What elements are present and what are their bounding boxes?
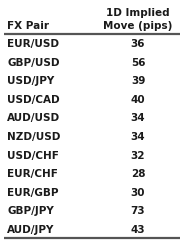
Text: EUR/GBP: EUR/GBP	[7, 188, 59, 198]
Text: USD/CAD: USD/CAD	[7, 95, 60, 105]
Text: USD/JPY: USD/JPY	[7, 76, 55, 86]
Text: 56: 56	[131, 58, 145, 68]
Text: EUR/CHF: EUR/CHF	[7, 169, 58, 179]
Text: GBP/JPY: GBP/JPY	[7, 206, 54, 216]
Text: 34: 34	[131, 114, 145, 124]
Text: NZD/USD: NZD/USD	[7, 132, 61, 142]
Text: AUD/USD: AUD/USD	[7, 114, 61, 124]
Text: 28: 28	[131, 169, 145, 179]
Text: 40: 40	[131, 95, 145, 105]
Text: 39: 39	[131, 76, 145, 86]
Text: USD/CHF: USD/CHF	[7, 151, 59, 161]
Text: GBP/USD: GBP/USD	[7, 58, 60, 68]
Text: 34: 34	[131, 132, 145, 142]
Text: 30: 30	[131, 188, 145, 198]
Text: AUD/JPY: AUD/JPY	[7, 225, 55, 235]
Text: EUR/USD: EUR/USD	[7, 39, 59, 49]
Text: 73: 73	[131, 206, 145, 216]
Text: 43: 43	[131, 225, 145, 235]
Text: 32: 32	[131, 151, 145, 161]
Text: FX Pair: FX Pair	[7, 21, 49, 31]
Text: 1D Implied
Move (pips): 1D Implied Move (pips)	[103, 8, 173, 31]
Text: 36: 36	[131, 39, 145, 49]
